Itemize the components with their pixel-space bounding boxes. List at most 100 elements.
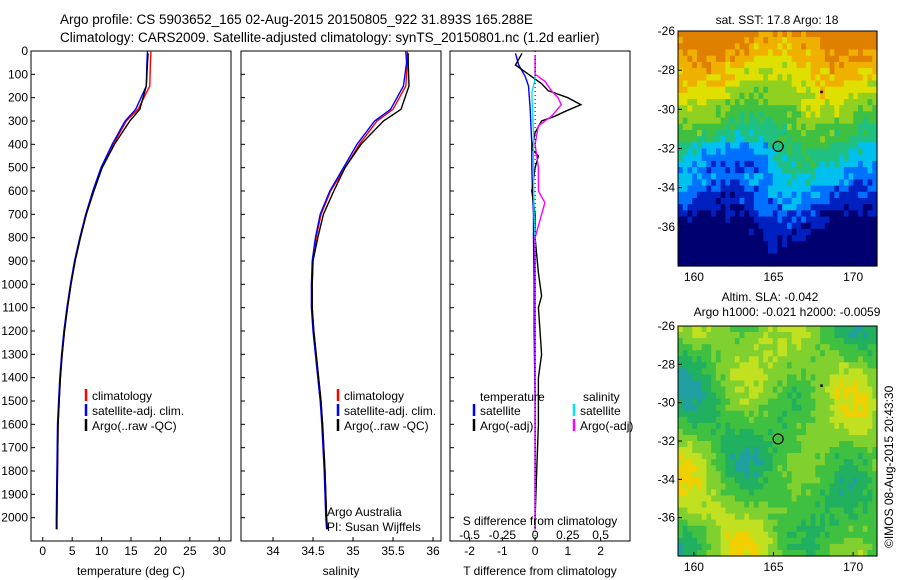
- sst-map-cell: [858, 185, 864, 193]
- sla-map-cell: [872, 459, 878, 466]
- sst-map-cell: [763, 55, 769, 63]
- sst-map-cell: [796, 37, 802, 44]
- sla-map-cell: [749, 338, 755, 345]
- sst-map-cell: [706, 197, 712, 205]
- salinity-xtick-label: 35.5: [381, 544, 405, 558]
- sla-map-cell: [853, 513, 859, 521]
- sla-map-cell: [829, 380, 835, 388]
- sla-map-cell: [782, 344, 788, 351]
- sla-map-cell: [796, 422, 802, 430]
- sla-map-cell: [820, 350, 826, 357]
- sla-map-cell: [730, 477, 736, 484]
- sst-map-cell: [777, 49, 783, 57]
- differences-legend-title-temperature: temperature: [480, 390, 545, 404]
- sst-map-cell: [696, 191, 703, 199]
- sla-map-cell: [872, 410, 878, 418]
- sst-map-cell: [843, 61, 850, 69]
- sla-map-cell: [782, 332, 788, 339]
- sst-map-cell: [782, 160, 788, 168]
- sla-map-cell: [734, 356, 741, 363]
- sst-map-cell: [725, 123, 731, 131]
- sla-map-cell: [758, 453, 764, 460]
- sla-map-cell: [758, 422, 764, 430]
- sla-map-cell: [829, 368, 835, 376]
- sla-map-cell: [858, 495, 864, 503]
- sst-map-cell: [791, 167, 798, 174]
- sst-map-cell: [734, 228, 741, 236]
- sla-map-cell: [768, 344, 774, 351]
- sla-map-cell: [696, 489, 703, 497]
- sst-map-cell: [796, 179, 802, 187]
- sla-map-cell: [867, 477, 873, 484]
- sla-map-cell: [848, 465, 854, 472]
- sst-map-cell: [772, 204, 779, 211]
- sst-map-cell: [820, 123, 826, 131]
- sla-map-cell: [815, 428, 821, 436]
- sla-map-cell: [820, 398, 826, 406]
- sst-map-cell: [706, 43, 712, 51]
- sla-map-cell: [829, 326, 835, 333]
- sla-map-cell: [768, 465, 774, 472]
- sla-map-cell: [758, 386, 764, 394]
- sst-map-cell: [730, 37, 736, 44]
- sst-map-cell: [715, 167, 722, 174]
- sla-map-cell: [815, 368, 821, 376]
- sla-map-cell: [763, 543, 769, 551]
- sla-map-cell: [815, 459, 821, 466]
- sst-map-cell: [678, 222, 684, 230]
- sla-map-cell: [872, 537, 878, 545]
- sla-map-cell: [834, 362, 840, 369]
- sla-map-cell: [730, 543, 736, 551]
- sst-map-cell: [805, 80, 812, 88]
- differences-legend-label: Argo(-adj): [580, 419, 633, 433]
- sla-map-cell: [796, 495, 802, 503]
- sst-map-cell: [715, 136, 722, 143]
- sst-map-cell: [772, 61, 779, 69]
- sla-map-cell: [692, 362, 698, 369]
- sst-map-cell: [753, 105, 760, 112]
- sla-map-cell: [758, 525, 764, 533]
- sst-map-cell: [739, 253, 745, 261]
- sst-map-cell: [687, 86, 693, 94]
- sst-map-cell: [834, 129, 840, 137]
- sst-map-cell: [739, 37, 745, 44]
- sla-map-cell: [768, 489, 774, 497]
- sla-map-cell: [815, 344, 821, 351]
- sla-map-cell: [734, 332, 741, 339]
- sla-map-cell: [839, 326, 845, 333]
- sla-map-cell: [711, 507, 717, 515]
- sst-map-cell: [692, 99, 698, 106]
- sla-map-cell: [777, 350, 783, 357]
- sst-map-cell: [777, 37, 783, 44]
- sst-map-cell: [834, 167, 840, 174]
- sla-map-cell: [853, 519, 859, 527]
- sla-map-cell: [824, 543, 831, 551]
- sst-map-cell: [706, 99, 712, 106]
- sst-map-cell: [839, 179, 845, 187]
- sla-map-cell: [791, 453, 798, 460]
- sst-map-cell: [744, 247, 750, 255]
- sst-map-cell: [678, 259, 684, 267]
- sst-map-cell: [824, 173, 831, 181]
- sst-map-cell: [815, 154, 821, 162]
- sst-map-cell: [801, 222, 807, 230]
- sst-map-cell: [734, 216, 741, 224]
- sst-map-cell: [763, 210, 769, 218]
- sla-map-cell: [753, 416, 760, 424]
- sst-map-cell: [696, 204, 703, 211]
- sla-map-cell: [829, 459, 835, 466]
- sla-map-cell: [796, 465, 802, 472]
- sst-map-cell: [786, 197, 793, 205]
- sst-map-cell: [839, 185, 845, 193]
- sla-map-cell: [753, 471, 760, 478]
- sla-map-cell: [824, 368, 831, 376]
- sst-map-cell: [801, 228, 807, 236]
- sla-map-cell: [848, 374, 854, 382]
- sst-map-cell: [791, 154, 798, 162]
- sla-map-cell: [796, 380, 802, 388]
- sst-map-cell: [711, 216, 717, 224]
- sla-map-cell: [715, 392, 722, 400]
- sst-map-cell: [801, 185, 807, 193]
- sla-map-cell: [867, 501, 873, 509]
- sla-map-cell: [810, 477, 817, 484]
